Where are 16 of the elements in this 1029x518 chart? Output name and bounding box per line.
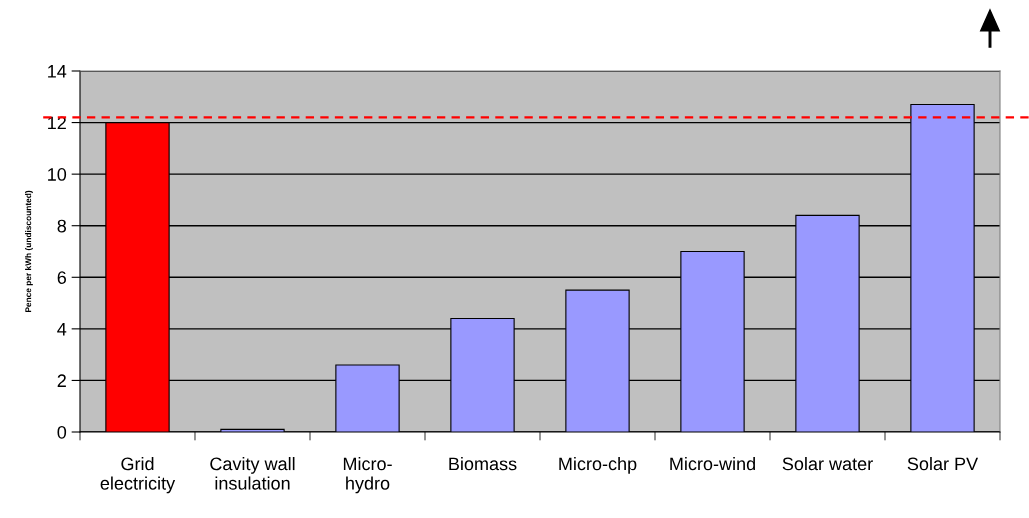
- y-tick-label: 8: [57, 219, 67, 233]
- x-tick-label: Grid electricity: [100, 457, 176, 494]
- x-tick-label: Cavity wall insulation: [210, 457, 295, 490]
- x-tick-label: Solar PV: [907, 457, 979, 471]
- y-tick-label: 14: [48, 65, 67, 78]
- x-tick-label: Biomass: [449, 457, 517, 471]
- x-tick-label: Micro- hydro: [343, 457, 392, 494]
- x-tick-label: Solar water: [782, 457, 873, 471]
- x-tick-label: Micro-chp: [559, 457, 637, 474]
- y-tick-label: 0: [57, 425, 67, 439]
- y-tick-label: 2: [57, 374, 66, 387]
- y-axis-title: Pence per kWh (undiscounted): [25, 190, 33, 313]
- y-tick-label: 6: [57, 271, 67, 285]
- y-tick-label: 4: [57, 322, 67, 336]
- y-tick-label: 10: [48, 168, 67, 181]
- x-tick-label: Micro-wind: [670, 457, 755, 471]
